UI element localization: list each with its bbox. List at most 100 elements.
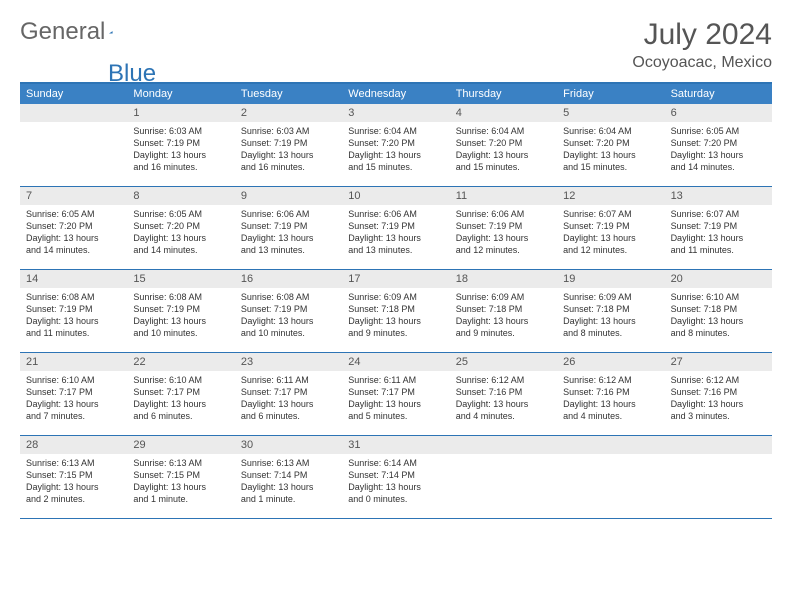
calendar-day: 9Sunrise: 6:06 AMSunset: 7:19 PMDaylight… [235, 187, 342, 269]
daylight-text-1: Daylight: 13 hours [671, 398, 766, 410]
daylight-text-2: and 13 minutes. [241, 244, 336, 256]
sunrise-text: Sunrise: 6:05 AM [671, 125, 766, 137]
sunrise-text: Sunrise: 6:05 AM [26, 208, 121, 220]
daylight-text-1: Daylight: 13 hours [348, 315, 443, 327]
sunrise-text: Sunrise: 6:03 AM [133, 125, 228, 137]
daylight-text-2: and 7 minutes. [26, 410, 121, 422]
daylight-text-2: and 16 minutes. [133, 161, 228, 173]
daylight-text-2: and 4 minutes. [456, 410, 551, 422]
day-details: Sunrise: 6:14 AMSunset: 7:14 PMDaylight:… [342, 454, 449, 510]
weekday-header: Friday [557, 84, 664, 104]
calendar-day: 7Sunrise: 6:05 AMSunset: 7:20 PMDaylight… [20, 187, 127, 269]
day-number [665, 436, 772, 454]
sunrise-text: Sunrise: 6:04 AM [348, 125, 443, 137]
daylight-text-2: and 6 minutes. [133, 410, 228, 422]
day-details: Sunrise: 6:09 AMSunset: 7:18 PMDaylight:… [342, 288, 449, 344]
day-number: 4 [450, 104, 557, 122]
day-details: Sunrise: 6:07 AMSunset: 7:19 PMDaylight:… [557, 205, 664, 261]
day-number: 28 [20, 436, 127, 454]
day-number: 20 [665, 270, 772, 288]
day-number: 5 [557, 104, 664, 122]
sunset-text: Sunset: 7:18 PM [671, 303, 766, 315]
day-details: Sunrise: 6:13 AMSunset: 7:15 PMDaylight:… [20, 454, 127, 510]
daylight-text-1: Daylight: 13 hours [563, 315, 658, 327]
calendar-day: 30Sunrise: 6:13 AMSunset: 7:14 PMDayligh… [235, 436, 342, 518]
sunrise-text: Sunrise: 6:03 AM [241, 125, 336, 137]
calendar-day: 19Sunrise: 6:09 AMSunset: 7:18 PMDayligh… [557, 270, 664, 352]
calendar-day: 31Sunrise: 6:14 AMSunset: 7:14 PMDayligh… [342, 436, 449, 518]
calendar-week: 7 Sunrise: 6:05 AMSunset: 7:20 PM Daylight… [20, 187, 772, 270]
calendar-day [557, 436, 664, 518]
daylight-text-1: Daylight: 13 hours [241, 481, 336, 493]
day-number [450, 436, 557, 454]
weekday-header: Thursday [450, 84, 557, 104]
sunset-text: Sunset: 7:20 PM [456, 137, 551, 149]
daylight-text-1: Daylight: 13 hours [456, 149, 551, 161]
day-number: 6 [665, 104, 772, 122]
day-number: 3 [342, 104, 449, 122]
calendar-day: 29Sunrise: 6:13 AMSunset: 7:15 PMDayligh… [127, 436, 234, 518]
sunrise-text: Sunrise: 6:11 AM [241, 374, 336, 386]
day-details [665, 454, 772, 461]
sunset-text: Sunset: 7:20 PM [26, 220, 121, 232]
calendar-day: 5Sunrise: 6:04 AMSunset: 7:20 PMDaylight… [557, 104, 664, 186]
day-number: 18 [450, 270, 557, 288]
calendar-day: 27Sunrise: 6:12 AMSunset: 7:16 PMDayligh… [665, 353, 772, 435]
calendar-day: 22Sunrise: 6:10 AMSunset: 7:17 PMDayligh… [127, 353, 234, 435]
daylight-text-2: and 6 minutes. [241, 410, 336, 422]
daylight-text-2: and 3 minutes. [671, 410, 766, 422]
sunrise-text: Sunrise: 6:09 AM [456, 291, 551, 303]
sunset-text: Sunset: 7:16 PM [563, 386, 658, 398]
daylight-text-1: Daylight: 13 hours [241, 232, 336, 244]
daylight-text-2: and 15 minutes. [348, 161, 443, 173]
sunrise-text: Sunrise: 6:06 AM [241, 208, 336, 220]
sunrise-text: Sunrise: 6:04 AM [456, 125, 551, 137]
day-number: 7 [20, 187, 127, 205]
sunset-text: Sunset: 7:19 PM [348, 220, 443, 232]
sunset-text: Sunset: 7:19 PM [563, 220, 658, 232]
daylight-text-1: Daylight: 13 hours [671, 232, 766, 244]
daylight-text-2: and 10 minutes. [241, 327, 336, 339]
sunset-text: Sunset: 7:20 PM [348, 137, 443, 149]
weekday-header: Wednesday [342, 84, 449, 104]
sunset-text: Sunset: 7:18 PM [456, 303, 551, 315]
daylight-text-1: Daylight: 13 hours [456, 315, 551, 327]
sunset-text: Sunset: 7:14 PM [241, 469, 336, 481]
daylight-text-2: and 12 minutes. [563, 244, 658, 256]
day-details: Sunrise: 6:04 AMSunset: 7:20 PMDaylight:… [557, 122, 664, 178]
calendar-day: 18 Sunrise: 6:09 AMSunset: 7:18 PMDayligh… [450, 270, 557, 352]
calendar-week: 14Sunrise: 6:08 AMSunset: 7:19 PMDayligh… [20, 270, 772, 353]
calendar-day: 21Sunrise: 6:10 AMSunset: 7:17 PMDayligh… [20, 353, 127, 435]
day-number: 13 [665, 187, 772, 205]
day-number: 24 [342, 353, 449, 371]
day-details: Sunrise: 6:11 AMSunset: 7:17 PMDaylight:… [342, 371, 449, 427]
daylight-text-2: and 14 minutes. [26, 244, 121, 256]
sunset-text: Sunset: 7:15 PM [133, 469, 228, 481]
day-number: 25 [450, 353, 557, 371]
calendar-day: 16Sunrise: 6:08 AMSunset: 7:19 PMDayligh… [235, 270, 342, 352]
sunset-text: Sunset: 7:16 PM [671, 386, 766, 398]
day-details: Sunrise: 6:06 AMSunset: 7:19 PMDaylight:… [450, 205, 557, 261]
sunrise-text: Sunrise: 6:08 AM [241, 291, 336, 303]
daylight-text-2: and 8 minutes. [563, 327, 658, 339]
daylight-text-2: and 4 minutes. [563, 410, 658, 422]
sunset-text: Sunset: 7:19 PM [671, 220, 766, 232]
day-number [20, 104, 127, 122]
day-number: 17 [342, 270, 449, 288]
day-details: Sunrise: 6:10 AMSunset: 7:17 PMDaylight:… [20, 371, 127, 427]
sunset-text: Sunset: 7:18 PM [563, 303, 658, 315]
sunrise-text: Sunrise: 6:12 AM [456, 374, 551, 386]
day-number: 21 [20, 353, 127, 371]
day-number: 14 [20, 270, 127, 288]
day-number: 2 [235, 104, 342, 122]
sunset-text: Sunset: 7:19 PM [133, 137, 228, 149]
calendar-day: 23Sunrise: 6:11 AMSunset: 7:17 PMDayligh… [235, 353, 342, 435]
day-details: Sunrise: 6:13 AMSunset: 7:15 PMDaylight:… [127, 454, 234, 510]
logo-triangle-icon [109, 23, 113, 41]
daylight-text-2: and 13 minutes. [348, 244, 443, 256]
calendar-day: 28Sunrise: 6:13 AMSunset: 7:15 PMDayligh… [20, 436, 127, 518]
calendar-day: 12Sunrise: 6:07 AMSunset: 7:19 PMDayligh… [557, 187, 664, 269]
calendar-day [450, 436, 557, 518]
sunrise-text: Sunrise: 6:07 AM [563, 208, 658, 220]
daylight-text-1: Daylight: 13 hours [456, 398, 551, 410]
